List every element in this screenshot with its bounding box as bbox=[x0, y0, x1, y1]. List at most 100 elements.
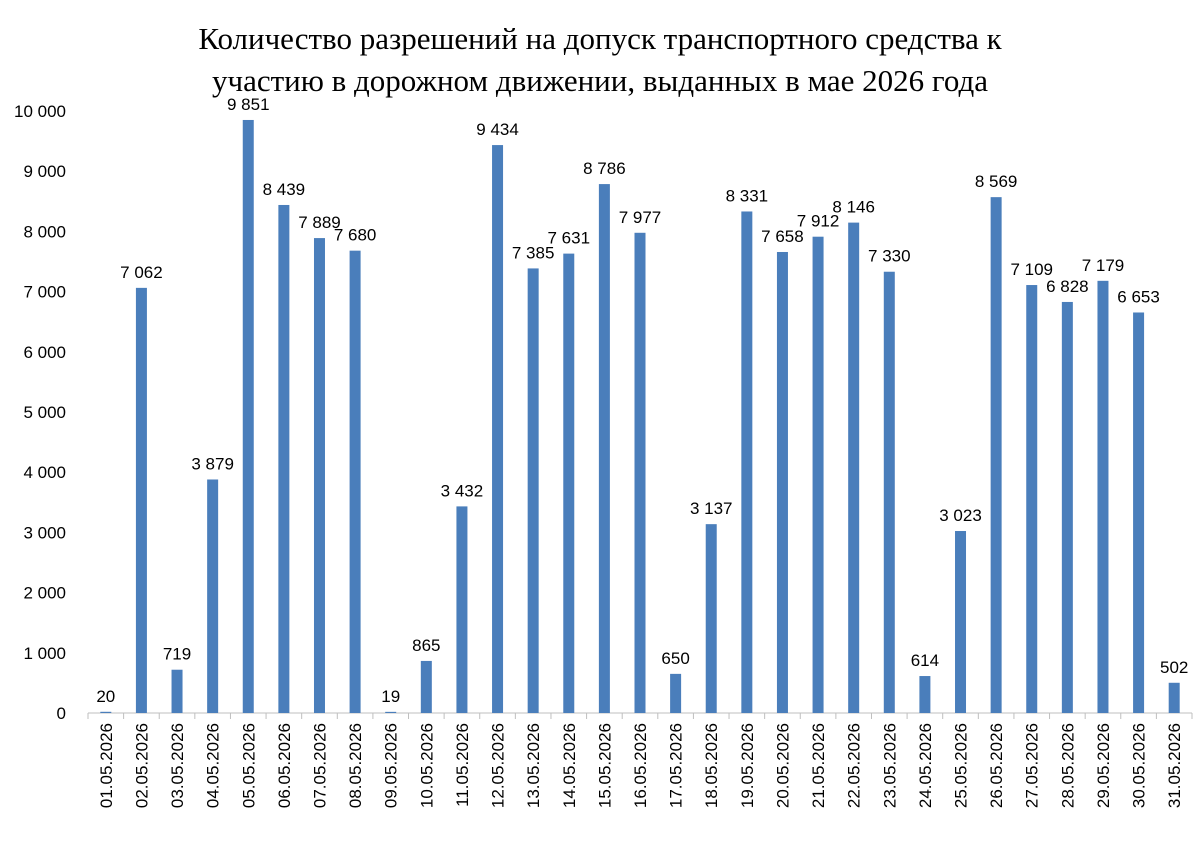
y-tick-label: 2 000 bbox=[23, 584, 66, 603]
x-tick-label: 30.05.2026 bbox=[1130, 723, 1149, 808]
bar bbox=[1097, 280, 1109, 713]
data-label: 7 330 bbox=[868, 247, 911, 266]
data-label: 7 889 bbox=[298, 213, 341, 232]
bar bbox=[385, 711, 397, 713]
bar bbox=[1061, 301, 1073, 713]
x-tick-label: 29.05.2026 bbox=[1094, 723, 1113, 808]
data-label: 8 331 bbox=[726, 186, 769, 205]
bar bbox=[349, 250, 361, 713]
x-tick-label: 19.05.2026 bbox=[738, 723, 757, 808]
x-tick-label: 11.05.2026 bbox=[453, 723, 472, 807]
x-tick-label: 14.05.2026 bbox=[560, 723, 579, 808]
x-tick-label: 17.05.2026 bbox=[667, 723, 686, 808]
bar bbox=[1133, 312, 1145, 713]
bar bbox=[527, 268, 539, 713]
bar bbox=[278, 204, 290, 713]
data-label: 8 146 bbox=[832, 198, 875, 217]
data-label: 3 879 bbox=[191, 454, 234, 473]
data-label: 650 bbox=[661, 649, 689, 668]
data-label: 7 179 bbox=[1082, 256, 1125, 275]
x-tick-label: 28.05.2026 bbox=[1058, 723, 1077, 808]
bar bbox=[171, 669, 183, 713]
x-tick-label: 01.05.2026 bbox=[97, 723, 116, 808]
bar bbox=[955, 531, 967, 713]
x-tick-label: 04.05.2026 bbox=[204, 723, 223, 808]
data-label: 614 bbox=[911, 651, 939, 670]
data-label: 8 786 bbox=[583, 159, 626, 178]
x-tick-label: 03.05.2026 bbox=[168, 723, 187, 808]
bar bbox=[242, 119, 254, 714]
x-tick-label: 12.05.2026 bbox=[489, 723, 508, 808]
x-tick-label: 13.05.2026 bbox=[524, 723, 543, 808]
bar bbox=[741, 211, 753, 713]
x-tick-label: 26.05.2026 bbox=[987, 723, 1006, 808]
x-tick-label: 25.05.2026 bbox=[952, 723, 971, 808]
data-label: 7 631 bbox=[548, 229, 591, 248]
x-tick-label: 07.05.2026 bbox=[310, 723, 329, 808]
x-tick-label: 10.05.2026 bbox=[417, 723, 436, 808]
bar bbox=[598, 184, 610, 714]
data-label: 19 bbox=[381, 687, 400, 706]
bar bbox=[492, 145, 504, 714]
chart-title-line-2: участию в дорожном движении, выданных в … bbox=[211, 63, 988, 98]
data-label: 20 bbox=[96, 687, 115, 706]
bar bbox=[135, 287, 147, 713]
y-tick-label: 0 bbox=[57, 704, 66, 723]
bar bbox=[919, 676, 931, 713]
x-tick-label: 15.05.2026 bbox=[595, 723, 614, 808]
y-tick-label: 6 000 bbox=[23, 343, 66, 362]
data-label: 7 680 bbox=[334, 226, 377, 245]
x-tick-label: 24.05.2026 bbox=[916, 723, 935, 808]
x-tick-label: 22.05.2026 bbox=[845, 723, 864, 808]
data-label: 502 bbox=[1160, 658, 1188, 677]
x-tick-label: 20.05.2026 bbox=[773, 723, 792, 808]
bar bbox=[670, 673, 682, 713]
bar bbox=[313, 238, 325, 713]
chart-title-line-1: Количество разрешений на допуск транспор… bbox=[198, 21, 1002, 56]
data-label: 6 653 bbox=[1117, 287, 1160, 306]
x-tick-label: 16.05.2026 bbox=[631, 723, 650, 808]
data-label: 8 569 bbox=[975, 172, 1018, 191]
bar bbox=[990, 197, 1002, 714]
x-tick-label: 23.05.2026 bbox=[880, 723, 899, 808]
y-tick-label: 8 000 bbox=[23, 222, 66, 241]
y-tick-label: 1 000 bbox=[23, 644, 66, 663]
x-tick-label: 27.05.2026 bbox=[1023, 723, 1042, 808]
bar bbox=[776, 251, 788, 713]
bar bbox=[207, 479, 219, 713]
x-tick-label: 05.05.2026 bbox=[239, 723, 258, 808]
data-label: 9 434 bbox=[476, 120, 519, 139]
bar bbox=[563, 253, 575, 713]
x-tick-label: 09.05.2026 bbox=[382, 723, 401, 808]
y-tick-label: 4 000 bbox=[23, 463, 66, 482]
y-tick-label: 10 000 bbox=[14, 102, 66, 121]
x-tick-label: 18.05.2026 bbox=[702, 723, 721, 808]
y-tick-label: 9 000 bbox=[23, 162, 66, 181]
data-label: 7 977 bbox=[619, 208, 662, 227]
data-label: 7 385 bbox=[512, 243, 555, 262]
y-tick-label: 5 000 bbox=[23, 403, 66, 422]
x-tick-label: 08.05.2026 bbox=[346, 723, 365, 808]
x-tick-label: 06.05.2026 bbox=[275, 723, 294, 808]
data-label: 7 062 bbox=[120, 263, 163, 282]
data-label: 865 bbox=[412, 636, 440, 655]
bar bbox=[1026, 285, 1038, 713]
bar bbox=[100, 711, 112, 713]
x-tick-label: 31.05.2026 bbox=[1165, 723, 1184, 808]
x-tick-label: 21.05.2026 bbox=[809, 723, 828, 808]
bar bbox=[883, 271, 895, 713]
data-label: 719 bbox=[163, 645, 191, 664]
bar bbox=[848, 222, 860, 714]
data-label: 6 828 bbox=[1046, 277, 1089, 296]
bar bbox=[420, 660, 432, 713]
data-label: 3 137 bbox=[690, 499, 733, 518]
bar bbox=[634, 232, 646, 713]
data-label: 3 432 bbox=[441, 481, 484, 500]
bar bbox=[456, 506, 468, 713]
data-label: 7 912 bbox=[797, 212, 840, 231]
x-tick-label: 02.05.2026 bbox=[132, 723, 151, 808]
y-tick-label: 3 000 bbox=[23, 523, 66, 542]
bar bbox=[705, 524, 717, 713]
